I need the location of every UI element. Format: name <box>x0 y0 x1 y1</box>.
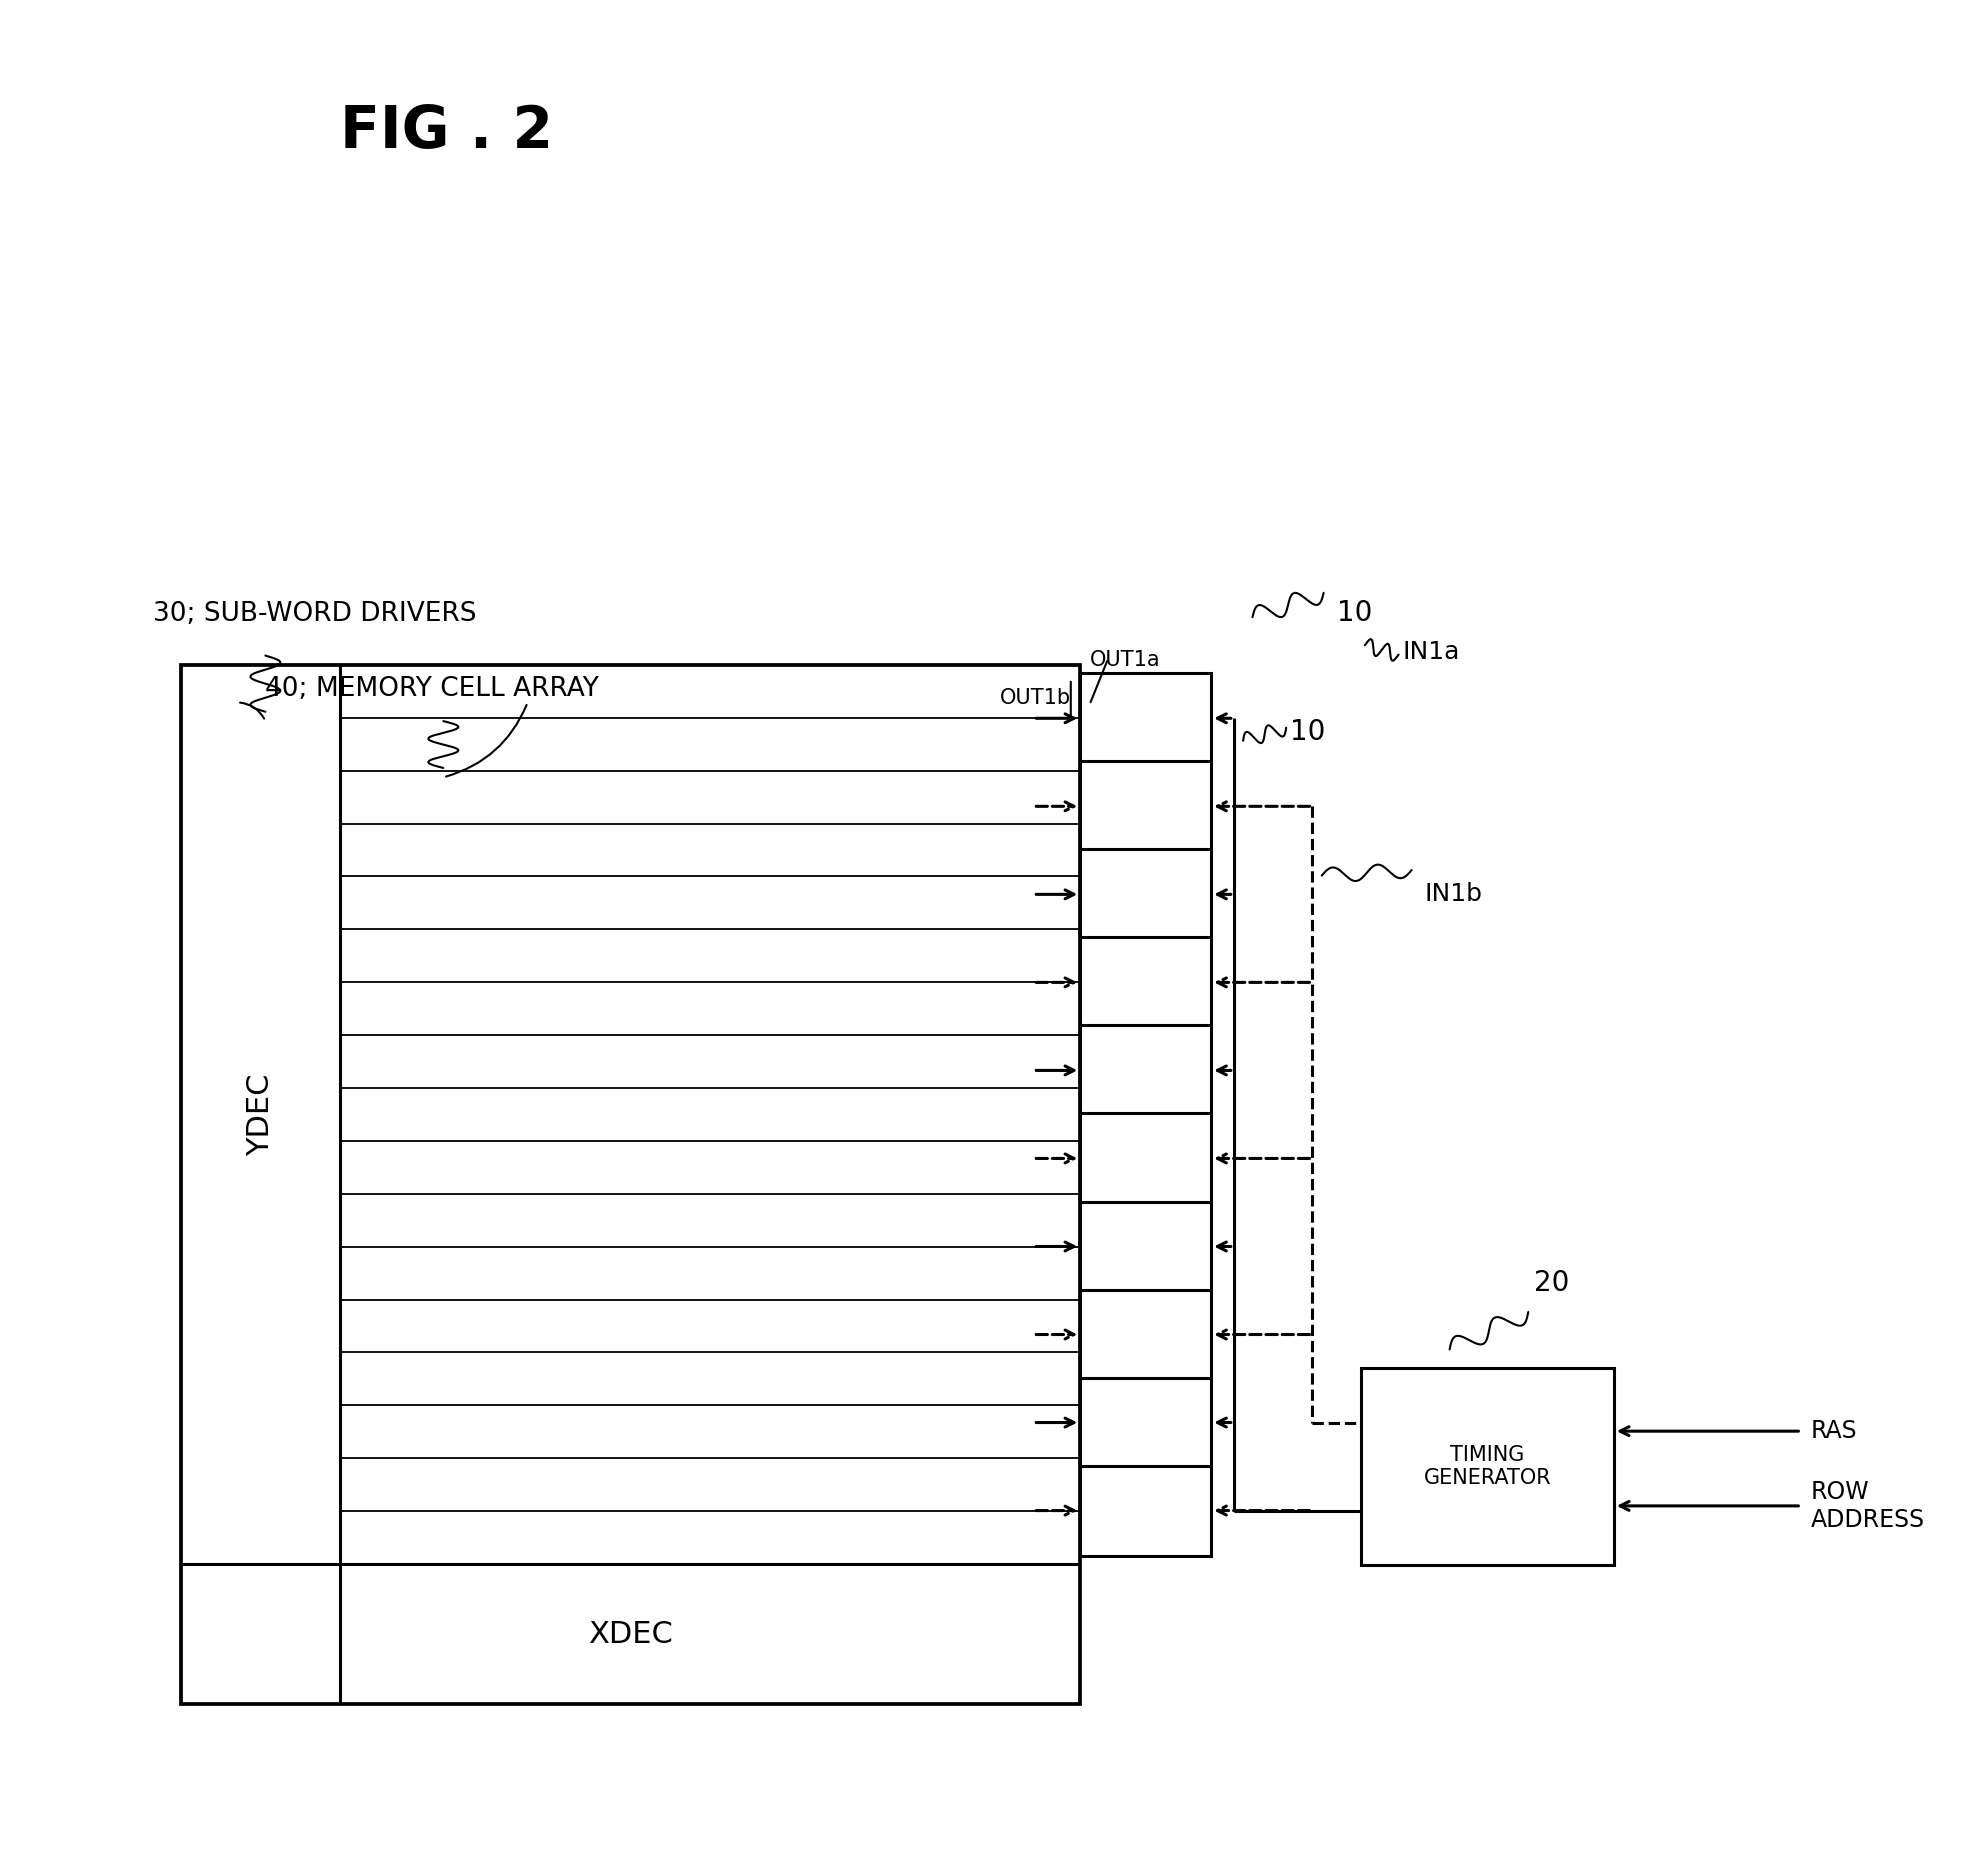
Text: RAS: RAS <box>1811 1420 1857 1444</box>
Bar <box>1079 938 1211 1026</box>
Text: OUT1b: OUT1b <box>1000 687 1071 708</box>
Text: 30; SUB-WORD DRIVERS: 30; SUB-WORD DRIVERS <box>154 601 477 627</box>
Bar <box>1079 1465 1211 1555</box>
Text: IN1b: IN1b <box>1425 882 1484 907</box>
Bar <box>1079 674 1211 764</box>
Text: IN1a: IN1a <box>1403 641 1460 665</box>
Bar <box>1079 1113 1211 1204</box>
Bar <box>1079 1290 1211 1379</box>
Text: OUT1a: OUT1a <box>1089 650 1160 669</box>
Bar <box>1079 1379 1211 1468</box>
Text: 10: 10 <box>1338 599 1371 626</box>
Bar <box>1079 1202 1211 1292</box>
Text: XDEC: XDEC <box>588 1620 673 1648</box>
Bar <box>182 665 1079 1704</box>
Text: FIG . 2: FIG . 2 <box>339 103 554 159</box>
Text: 10: 10 <box>1290 719 1326 745</box>
Bar <box>1079 760 1211 850</box>
Bar <box>1079 1026 1211 1116</box>
Bar <box>1361 1367 1614 1566</box>
Bar <box>1079 850 1211 940</box>
Text: 20: 20 <box>1533 1270 1569 1296</box>
Text: 40; MEMORY CELL ARRAY: 40; MEMORY CELL ARRAY <box>266 676 600 702</box>
Text: TIMING
GENERATOR: TIMING GENERATOR <box>1425 1444 1551 1489</box>
Text: ROW
ADDRESS: ROW ADDRESS <box>1811 1480 1926 1532</box>
Text: YDEC: YDEC <box>247 1073 274 1156</box>
